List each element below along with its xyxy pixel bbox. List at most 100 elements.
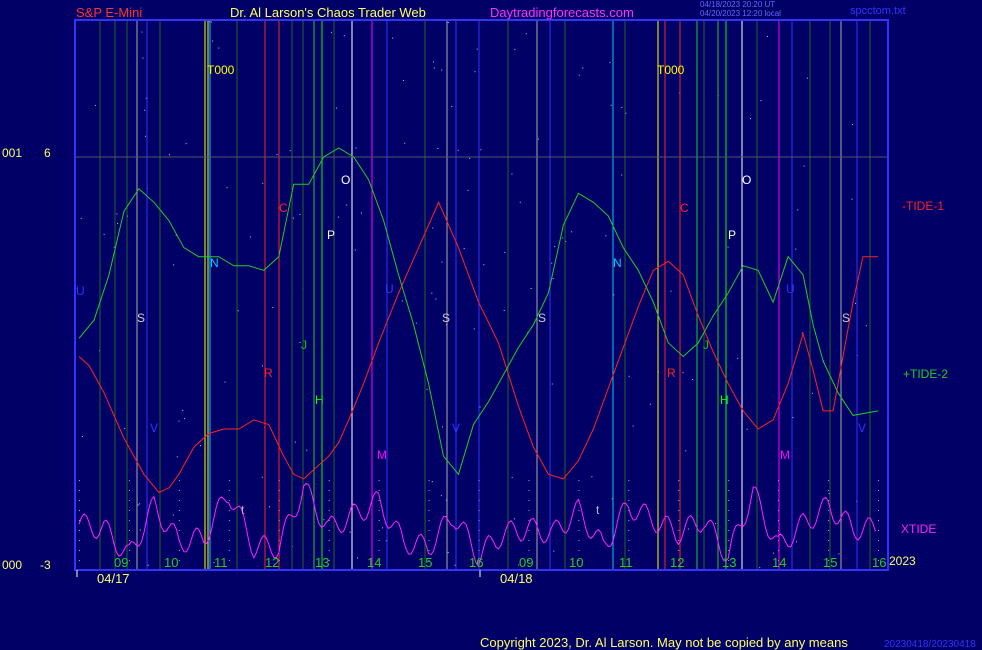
grid-dot (528, 500, 530, 501)
grid-dot (378, 540, 380, 541)
star-dot (727, 246, 729, 248)
star-dot (299, 213, 301, 215)
star-dot (272, 307, 274, 309)
grid-dot (878, 490, 879, 491)
grid-dot (778, 540, 780, 541)
star-dot (415, 322, 417, 324)
star-dot (759, 567, 761, 569)
star-dot (210, 21, 212, 23)
star-dot (113, 246, 115, 248)
star-dot (262, 182, 264, 184)
grid-dot (878, 530, 879, 531)
event-marker: V (452, 421, 461, 435)
grid-dot (328, 540, 330, 541)
star-dot (294, 441, 296, 443)
grid-dot (528, 480, 530, 481)
grid-dot (828, 530, 830, 531)
grid-dot (278, 480, 280, 481)
site-link[interactable]: Daytradingforecasts.com (490, 5, 634, 20)
grid-dot (378, 550, 380, 551)
star-dot (385, 540, 387, 542)
grid-dot (278, 540, 280, 541)
star-dot (519, 201, 521, 203)
star-dot (175, 234, 177, 236)
grid-dot (328, 500, 330, 501)
grid-dot (578, 480, 580, 481)
hour-label: 09 (519, 555, 534, 570)
date-label-2: 04/18 (500, 571, 533, 586)
grid-dot (79, 540, 80, 541)
star-dot (276, 154, 278, 156)
star-dot (402, 79, 404, 81)
grid-dot (828, 520, 830, 521)
star-dot (441, 261, 443, 263)
star-dot (289, 150, 291, 152)
grid-dot (778, 520, 780, 521)
grid-dot (678, 500, 680, 501)
star-dot (81, 435, 83, 437)
grid-dot (628, 500, 630, 501)
star-dot (178, 420, 180, 422)
grid-dot (378, 490, 380, 491)
grid-dot (828, 480, 830, 481)
grid-dot (578, 540, 580, 541)
star-dot (437, 147, 439, 149)
star-dot (335, 107, 337, 109)
grid-dot (728, 540, 730, 541)
grid-dot (79, 560, 80, 561)
grid-dot (878, 560, 879, 561)
star-dot (382, 527, 384, 529)
grid-dot (828, 550, 830, 551)
star-dot (432, 61, 434, 63)
x-axis-ticks (76, 570, 481, 577)
star-dot (331, 31, 333, 33)
star-dot (795, 248, 797, 250)
grid-dot (178, 510, 180, 511)
grid-dot (728, 480, 730, 481)
star-dot (168, 154, 170, 156)
star-dot (212, 40, 214, 42)
star-dot (611, 498, 613, 500)
star-dot (338, 216, 340, 218)
star-dot (172, 514, 174, 516)
star-dot (479, 406, 481, 408)
star-dot (687, 528, 689, 530)
grid-dot (378, 480, 380, 481)
grid-dot (728, 550, 730, 551)
star-dot (554, 245, 556, 247)
star-dot (237, 310, 239, 312)
star-dot (346, 204, 348, 206)
grid-dot (79, 490, 80, 491)
grid-dot (578, 530, 580, 531)
tide2-legend: +TIDE-2 (903, 367, 949, 381)
star-dot (621, 106, 623, 108)
hour-label: 16 (469, 555, 484, 570)
event-marker: S (842, 311, 851, 325)
grid-dot (228, 550, 230, 551)
hour-label: 14 (772, 555, 787, 570)
grid-dot (478, 490, 480, 491)
star-dot (514, 48, 516, 50)
grid-dot (178, 490, 180, 491)
grid-dot (428, 560, 430, 561)
grid-dot (728, 500, 730, 501)
star-dot (183, 418, 185, 420)
grid-dot (79, 480, 80, 481)
star-dot (772, 552, 774, 554)
event-marker: P (327, 228, 336, 242)
star-dot (811, 392, 813, 394)
grid-dot (328, 520, 330, 521)
grid-dot (228, 480, 230, 481)
star-dot (213, 562, 215, 564)
star-dot (766, 35, 768, 37)
grid-dot (478, 500, 480, 501)
grid-dot (478, 530, 480, 531)
star-dot (691, 379, 693, 381)
hour-label: 11 (214, 555, 228, 570)
grid-dot (128, 480, 130, 481)
star-dot (469, 157, 471, 159)
grid-dot (628, 560, 630, 561)
star-dot (145, 97, 147, 99)
event-marker: V (150, 421, 159, 435)
grid-dot (628, 530, 630, 531)
